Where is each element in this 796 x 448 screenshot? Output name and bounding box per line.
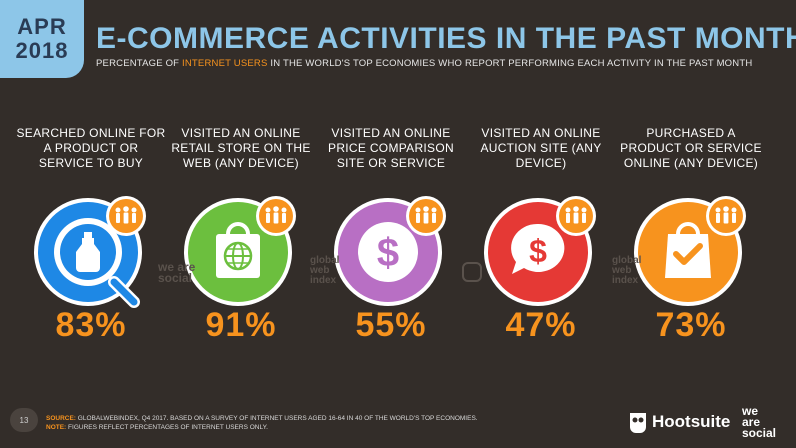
activity-label: VISITED AN ONLINE PRICE COMPARISON SITE … [328, 126, 454, 170]
was-line-3: social [742, 426, 777, 440]
page-title: E-COMMERCE ACTIVITIES IN THE PAST MONTH [96, 22, 796, 55]
activity-value: 73% [655, 306, 727, 344]
activity-value: 83% [55, 306, 127, 344]
subtitle-post: IN THE WORLD'S TOP ECONOMIES WHO REPORT … [267, 58, 753, 69]
subtitle-highlight: INTERNET USERS [182, 58, 268, 69]
source-text: GLOBALWEBINDEX, Q4 2017. BASED ON A SURV… [75, 415, 478, 422]
activity-label: VISITED AN ONLINE AUCTION SITE (ANY DEVI… [480, 126, 602, 170]
date-year: 2018 [15, 38, 69, 63]
activity-value: 91% [205, 306, 277, 344]
svg-text:$: $ [377, 231, 399, 275]
svg-text:$: $ [529, 233, 547, 269]
global-web-index-watermark-2: global web index [612, 255, 642, 286]
shopping-bag-globe-icon [180, 190, 304, 314]
activity-purchased-online: PURCHASED A PRODUCT OR SERVICE ONLINE (A… [616, 126, 766, 344]
note-label: NOTE: [46, 424, 67, 431]
date-month: APR [17, 14, 67, 39]
activity-value: 55% [355, 306, 427, 344]
we-are-social-watermark: we are social [158, 260, 196, 285]
activity-searched-online: SEARCHED ONLINE FOR A PRODUCT OR SERVICE… [16, 126, 166, 344]
activity-price-comparison: VISITED AN ONLINE PRICE COMPARISON SITE … [316, 126, 466, 344]
note-line: NOTE: FIGURES REFLECT PERCENTAGES OF INT… [46, 423, 478, 432]
activity-value: 47% [505, 306, 577, 344]
dollar-coin-icon: $ [330, 190, 454, 314]
page-subtitle: PERCENTAGE OF INTERNET USERS IN THE WORL… [96, 58, 752, 69]
global-web-index-watermark: global web index [310, 255, 340, 286]
dollar-speech-bubble-icon: $ [480, 190, 604, 314]
hootsuite-logo: Hootsuite [628, 411, 730, 433]
activity-label: SEARCHED ONLINE FOR A PRODUCT OR SERVICE… [16, 126, 166, 170]
we-are-social-logo: we are social [742, 404, 777, 440]
was-line-2: are [742, 415, 761, 429]
search-bottle-icon [30, 190, 154, 314]
activity-label: VISITED AN ONLINE RETAIL STORE ON THE WE… [171, 126, 311, 170]
activity-label: PURCHASED A PRODUCT OR SERVICE ONLINE (A… [620, 126, 762, 170]
was-line-1: we [742, 404, 759, 418]
hootsuite-owl-watermark-icon [462, 262, 482, 282]
date-badge: APR 2018 [0, 0, 84, 78]
note-text: FIGURES REFLECT PERCENTAGES OF INTERNET … [66, 424, 268, 431]
source-label: SOURCE: [46, 415, 76, 422]
footer-notes: SOURCE: GLOBALWEBINDEX, Q4 2017. BASED O… [46, 414, 478, 432]
shopping-bag-check-icon [630, 190, 754, 314]
subtitle-pre: PERCENTAGE OF [96, 58, 183, 69]
activity-auction-site: VISITED AN ONLINE AUCTION SITE (ANY DEVI… [466, 126, 616, 344]
activity-visited-retail: VISITED AN ONLINE RETAIL STORE ON THE WE… [166, 126, 316, 344]
hootsuite-text: Hootsuite [652, 412, 731, 431]
source-line: SOURCE: GLOBALWEBINDEX, Q4 2017. BASED O… [46, 414, 478, 423]
owl-icon [630, 413, 646, 433]
page-number: 13 [10, 408, 38, 432]
